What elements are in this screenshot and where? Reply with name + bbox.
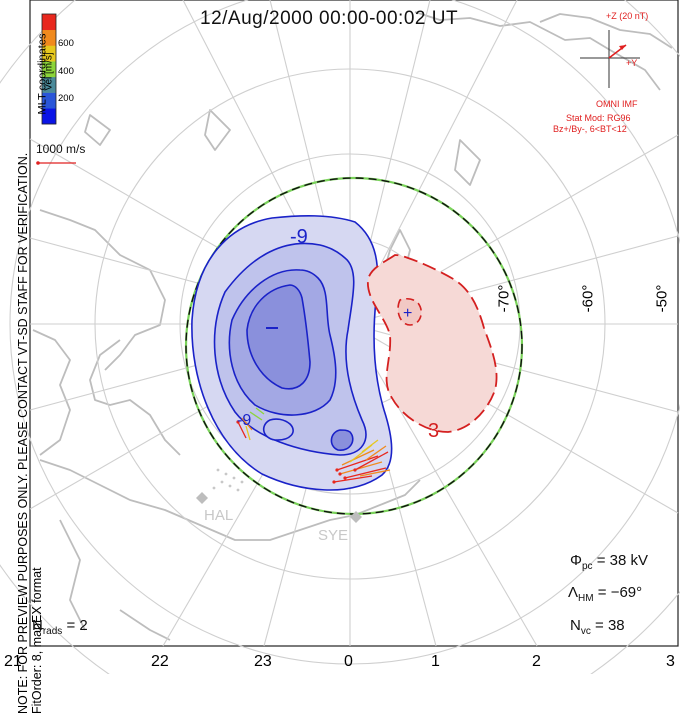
colorbar-swatch <box>42 92 56 109</box>
cross-polar-potential: Φpc = 38 kV <box>570 552 648 572</box>
colorbar-unit-label: Vel [m/s] <box>43 52 55 91</box>
velocity-vectors <box>237 407 391 483</box>
mlt-label-23: 23 <box>254 653 272 670</box>
colorbar-swatch <box>42 61 56 78</box>
mlt-label-3: 3 <box>666 653 675 670</box>
latitude-label-70: -70° <box>495 284 513 313</box>
colorbar-swatch <box>42 45 56 62</box>
colorbar-tick-200: 200 <box>58 93 74 104</box>
coastlines <box>32 11 673 641</box>
contour-label-negative-2: -9 <box>237 412 252 429</box>
latitude-label-50: -50° <box>653 284 671 313</box>
reference-vector <box>36 161 76 165</box>
colorbar-frame <box>41 13 57 125</box>
vector-count: Nvc = 38 <box>570 617 625 637</box>
radar-count: Nrads = 2 <box>32 617 88 637</box>
potential-max-marker: + <box>403 305 413 322</box>
station-label-hal: HAL <box>204 507 234 524</box>
colorbar-tick-600: 600 <box>58 38 74 49</box>
colorbar-tick-400: 400 <box>58 66 74 77</box>
mlt-label-0: 0 <box>344 653 353 670</box>
mlt-label-1: 1 <box>431 653 440 670</box>
imf-source-label: OMNI IMF <box>596 99 638 109</box>
preview-note-line: NOTE: FOR PREVIEW PURPOSES ONLY. PLEASE … <box>16 152 30 714</box>
positive-convection-cell <box>367 254 498 433</box>
plot-frame <box>29 0 679 647</box>
colorbar-swatch <box>42 108 56 125</box>
model-label-1: Stat Mod: RG96 <box>566 113 631 123</box>
colorbar-swatch <box>42 76 56 93</box>
radar-stations <box>196 468 362 523</box>
contour-label-positive: 3 <box>428 420 440 442</box>
imf-y-label: +Y <box>626 58 638 68</box>
reference-vector-label: 1000 m/s <box>36 142 86 156</box>
contour-label-negative: -9 <box>290 226 308 248</box>
colorbar-swatch <box>42 29 56 46</box>
velocity-colorbar <box>41 13 57 125</box>
model-label-2: Bz+/By-, 6<BT<12 <box>553 124 627 134</box>
mlt-label-21: 21 <box>4 653 22 670</box>
colorbar-swatch <box>42 14 56 31</box>
mlt-label-22: 22 <box>151 653 169 670</box>
mlt-label-2: 2 <box>532 653 541 670</box>
plot-title: 12/Aug/2000 00:00-00:02 UT <box>200 8 459 29</box>
station-label-sye: SYE <box>318 527 349 544</box>
hmb-latitude: ΛHM = −69° <box>568 584 643 604</box>
imf-clock <box>580 30 640 88</box>
imf-scale-label: +Z (20 nT) <box>606 11 649 21</box>
latitude-label-60: -60° <box>579 284 597 313</box>
negative-convection-cell <box>191 215 393 491</box>
vector-points <box>236 420 357 484</box>
